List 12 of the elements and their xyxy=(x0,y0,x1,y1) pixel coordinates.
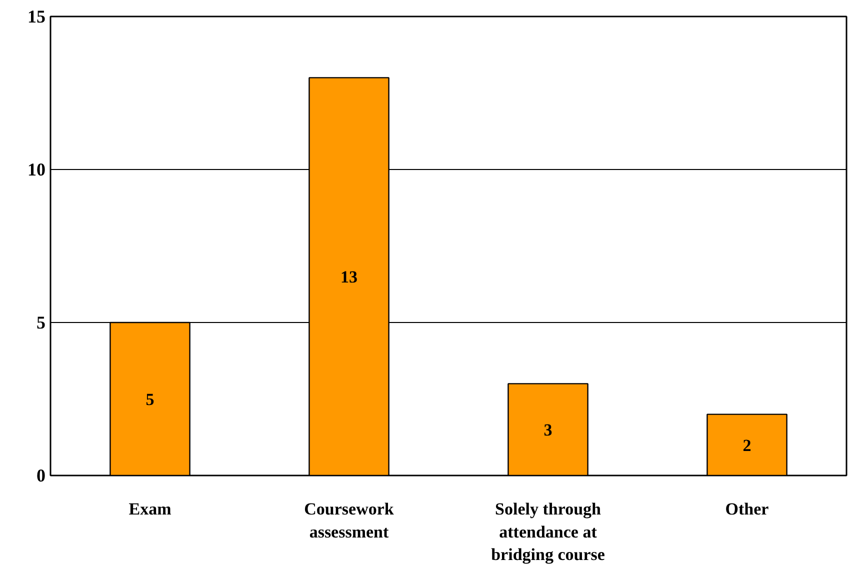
y-tick-label: 5 xyxy=(36,312,46,332)
x-tick-label: Exam xyxy=(128,500,172,518)
x-tick-label: Other xyxy=(725,500,770,518)
y-tick-label: 0 xyxy=(36,466,46,486)
data-label: 5 xyxy=(146,390,154,409)
data-label: 13 xyxy=(340,268,358,287)
data-label: 3 xyxy=(544,420,552,440)
data-label: 2 xyxy=(742,436,752,455)
y-tick-label: 15 xyxy=(28,6,46,26)
x-tick-label: Solely through attendance at bridging course xyxy=(491,500,606,564)
y-tick-label: 10 xyxy=(28,160,46,180)
x-tick-label: Coursework assessment xyxy=(304,500,394,542)
